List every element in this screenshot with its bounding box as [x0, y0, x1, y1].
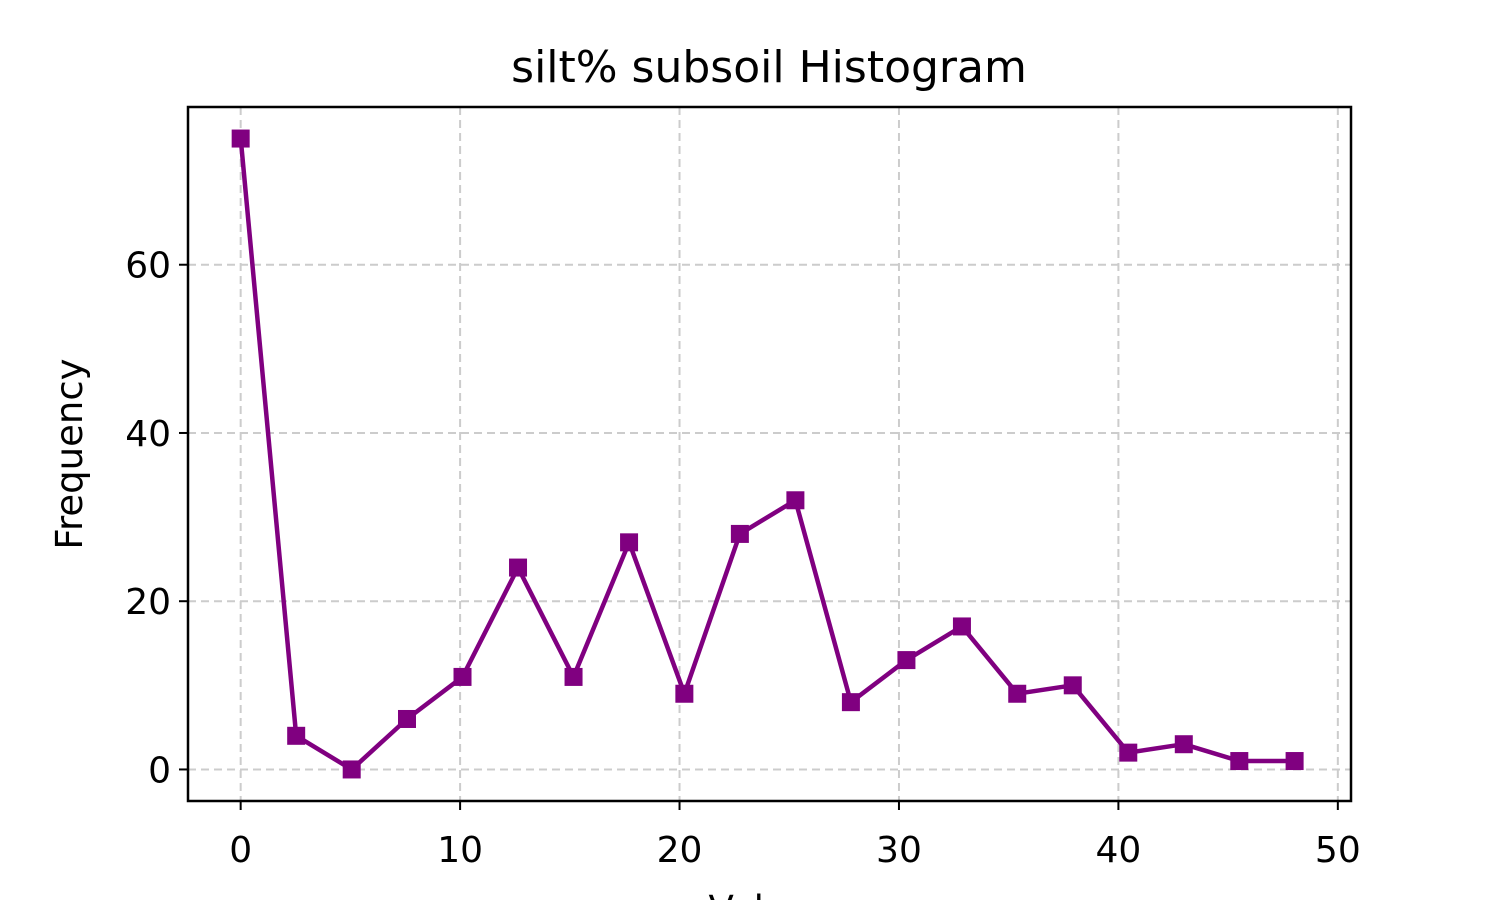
y-axis-label: Frequency — [48, 358, 91, 549]
data-point-marker — [952, 617, 971, 636]
data-point-marker — [453, 667, 472, 686]
data-point-marker — [897, 651, 916, 670]
data-point-marker — [1230, 752, 1249, 771]
y-tick-label: 40 — [125, 414, 171, 455]
plot-area-frame — [186, 105, 1353, 803]
data-point-marker — [342, 760, 361, 779]
data-point-marker — [397, 709, 416, 728]
x-tick-label: 20 — [657, 830, 703, 871]
data-point-marker — [786, 491, 805, 510]
x-axis-label: Values — [709, 888, 830, 900]
grid-lines — [188, 107, 1351, 801]
x-tick-label: 10 — [437, 830, 483, 871]
x-tick-label: 30 — [876, 830, 922, 871]
data-point-marker — [231, 129, 250, 148]
data-point-marker — [841, 693, 860, 712]
data-point-marker — [564, 667, 583, 686]
data-point-marker — [1285, 752, 1304, 771]
series-line — [238, 138, 1295, 772]
data-point-marker — [620, 533, 639, 552]
y-tick-label: 60 — [125, 246, 171, 287]
data-point-marker — [1174, 735, 1193, 754]
data-point-marker — [1008, 684, 1027, 703]
x-tick-label: 40 — [1095, 830, 1141, 871]
y-tick-label: 0 — [148, 750, 171, 791]
x-tick-label: 50 — [1315, 830, 1361, 871]
data-point-marker — [509, 558, 528, 577]
x-tick-label: 0 — [229, 830, 252, 871]
data-point-marker — [675, 684, 694, 703]
y-tick-label: 20 — [125, 582, 171, 623]
data-point-marker — [287, 726, 306, 745]
chart-title: silt% subsoil Histogram — [511, 42, 1027, 93]
data-point-marker — [1063, 676, 1082, 695]
data-point-marker — [1119, 743, 1138, 762]
data-point-marker — [730, 524, 749, 543]
series-silt-subsoil — [231, 129, 1304, 779]
axis-ticks: 0 10 20 30 40 50 0 20 40 60 — [125, 246, 1361, 871]
